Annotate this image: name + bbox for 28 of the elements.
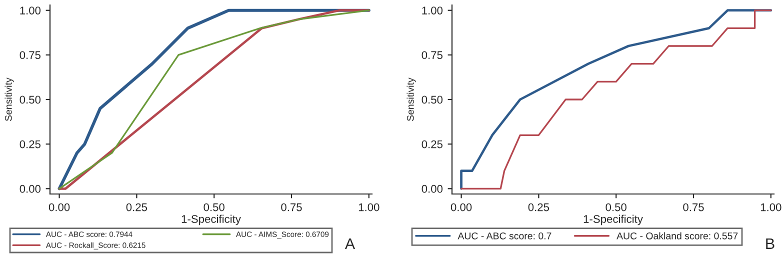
x-tick-label: 0.75 bbox=[281, 203, 302, 212]
y-tick-label: 0.00 bbox=[20, 184, 41, 193]
legend-label: AUC - ABC score: 0.7 bbox=[458, 232, 552, 240]
x-tick-label: 0.50 bbox=[606, 203, 626, 212]
x-axis-title: 1-Specificity bbox=[182, 214, 241, 226]
y-tick-label: 0.75 bbox=[422, 51, 443, 60]
y-tick-label: 0.25 bbox=[20, 140, 41, 148]
y-tick-label: 0.25 bbox=[422, 140, 443, 148]
y-axis-title: Sensitivity bbox=[406, 78, 416, 121]
x-tick-label: 0.00 bbox=[450, 203, 472, 212]
x-tick-label: 1.00 bbox=[358, 203, 380, 212]
x-tick-label: 0.00 bbox=[48, 203, 70, 212]
text: B bbox=[766, 238, 774, 249]
y-tick-label: 0.50 bbox=[422, 96, 443, 104]
y-tick-label: 1.00 bbox=[422, 6, 443, 14]
y-tick-label: 0.75 bbox=[20, 51, 41, 60]
legend-label: AUC - Oakland score: 0.557 bbox=[616, 232, 738, 240]
x-tick-label: 1.00 bbox=[760, 203, 782, 212]
x-tick-label: 0.50 bbox=[204, 203, 224, 212]
x-axis-title: 1-Specificity bbox=[584, 214, 643, 226]
x-tick-label: 0.75 bbox=[683, 203, 704, 212]
y-tick-label: 1.00 bbox=[20, 6, 41, 14]
text: A bbox=[344, 238, 356, 249]
y-tick-label: 0.50 bbox=[20, 96, 41, 104]
y-axis-title: Sensitivity bbox=[4, 78, 14, 121]
x-tick-label: 0.25 bbox=[528, 203, 550, 212]
x-tick-label: 0.25 bbox=[126, 203, 148, 212]
y-tick-label: 0.00 bbox=[422, 184, 443, 193]
